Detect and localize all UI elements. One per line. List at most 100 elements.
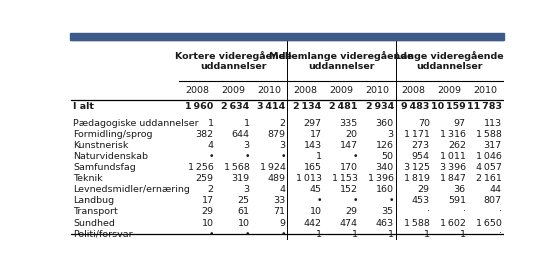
Text: 1 011: 1 011 (440, 152, 466, 161)
Text: 273: 273 (412, 141, 430, 150)
Text: 453: 453 (412, 196, 430, 205)
Text: 4: 4 (279, 185, 286, 194)
Text: 10: 10 (237, 218, 250, 228)
Text: 44: 44 (490, 185, 502, 194)
Text: 1 316: 1 316 (440, 130, 466, 139)
Text: 4 057: 4 057 (476, 163, 502, 172)
Text: 382: 382 (195, 130, 214, 139)
Text: •: • (280, 152, 286, 161)
Text: 1: 1 (424, 230, 430, 238)
Text: 442: 442 (304, 218, 321, 228)
Text: Kortere videregående
uddannelser: Kortere videregående uddannelser (175, 51, 292, 71)
Text: 2010: 2010 (366, 86, 390, 95)
Text: Kunstnerisk: Kunstnerisk (73, 141, 129, 150)
Text: 2 134: 2 134 (293, 102, 321, 111)
Text: 591: 591 (448, 196, 466, 205)
Text: Teknik: Teknik (73, 174, 103, 183)
Text: 10: 10 (202, 218, 214, 228)
Text: •: • (352, 196, 358, 205)
Text: 1 568: 1 568 (224, 163, 250, 172)
Text: 340: 340 (376, 163, 394, 172)
Text: 10: 10 (310, 207, 321, 217)
Text: 262: 262 (448, 141, 466, 150)
Text: 2 634: 2 634 (221, 102, 250, 111)
Text: ·: · (499, 230, 502, 238)
Text: •: • (244, 230, 250, 238)
Text: 3 414: 3 414 (258, 102, 286, 111)
Text: •: • (388, 196, 394, 205)
Text: 2009: 2009 (221, 86, 245, 95)
Text: 2: 2 (279, 119, 286, 128)
Text: 1 396: 1 396 (368, 174, 394, 183)
Text: Politi/forsvar: Politi/forsvar (73, 230, 133, 238)
Text: 3: 3 (244, 141, 250, 150)
Text: 2010: 2010 (258, 86, 282, 95)
Text: 317: 317 (484, 141, 502, 150)
Text: 259: 259 (195, 174, 214, 183)
Text: 160: 160 (376, 185, 394, 194)
Text: 1 046: 1 046 (476, 152, 502, 161)
Text: 1 960: 1 960 (185, 102, 214, 111)
Text: 20: 20 (346, 130, 358, 139)
Text: Pædagogiske uddannelser: Pædagogiske uddannelser (73, 119, 199, 128)
Text: 143: 143 (304, 141, 321, 150)
Text: 1 650: 1 650 (476, 218, 502, 228)
Text: 4: 4 (208, 141, 214, 150)
Text: •: • (316, 196, 321, 205)
Text: 1: 1 (316, 230, 321, 238)
Text: Samfundsfag: Samfundsfag (73, 163, 136, 172)
Text: 45: 45 (310, 185, 321, 194)
Text: 61: 61 (237, 207, 250, 217)
Text: 319: 319 (231, 174, 250, 183)
Text: 9: 9 (279, 218, 286, 228)
Text: Levnedsmidler/ernæring: Levnedsmidler/ernæring (73, 185, 190, 194)
Text: 1 924: 1 924 (260, 163, 286, 172)
Text: 297: 297 (304, 119, 321, 128)
Text: 1 588: 1 588 (404, 218, 430, 228)
Text: •: • (280, 230, 286, 238)
Text: ·: · (427, 207, 430, 217)
Text: •: • (352, 152, 358, 161)
Text: 2008: 2008 (402, 86, 426, 95)
Text: 152: 152 (340, 185, 358, 194)
Text: 1: 1 (352, 230, 358, 238)
Text: Mellemlange videregående
uddannelser: Mellemlange videregående uddannelser (269, 51, 414, 71)
Text: 3 396: 3 396 (440, 163, 466, 172)
Text: 474: 474 (340, 218, 358, 228)
Text: 71: 71 (274, 207, 286, 217)
Text: 165: 165 (304, 163, 321, 172)
Text: 1 153: 1 153 (332, 174, 358, 183)
Text: Transport: Transport (73, 207, 118, 217)
Text: 29: 29 (418, 185, 430, 194)
Text: 2008: 2008 (293, 86, 318, 95)
Text: 11 783: 11 783 (467, 102, 502, 111)
Text: 2009: 2009 (329, 86, 353, 95)
Text: 3 125: 3 125 (404, 163, 430, 172)
Text: Lange videregående
uddannelser: Lange videregående uddannelser (395, 51, 504, 71)
Text: 29: 29 (202, 207, 214, 217)
Text: 33: 33 (273, 196, 286, 205)
Text: 97: 97 (454, 119, 466, 128)
Text: 1: 1 (244, 119, 250, 128)
Text: 170: 170 (340, 163, 358, 172)
Text: 954: 954 (412, 152, 430, 161)
Text: ·: · (499, 207, 502, 217)
Text: 35: 35 (381, 207, 394, 217)
Text: 1 013: 1 013 (296, 174, 321, 183)
Text: 644: 644 (232, 130, 250, 139)
Text: 25: 25 (237, 196, 250, 205)
Text: 807: 807 (484, 196, 502, 205)
Text: 463: 463 (376, 218, 394, 228)
Text: 10 159: 10 159 (431, 102, 466, 111)
Text: Formidling/sprog: Formidling/sprog (73, 130, 153, 139)
Text: 1: 1 (208, 119, 214, 128)
Text: 879: 879 (268, 130, 286, 139)
Text: 3: 3 (388, 130, 394, 139)
Text: 1 847: 1 847 (440, 174, 466, 183)
Text: 1 256: 1 256 (188, 163, 214, 172)
Text: 36: 36 (454, 185, 466, 194)
Text: ·: · (463, 207, 466, 217)
Text: 3: 3 (244, 185, 250, 194)
Bar (70, 33, 504, 40)
Text: I alt: I alt (73, 102, 95, 111)
